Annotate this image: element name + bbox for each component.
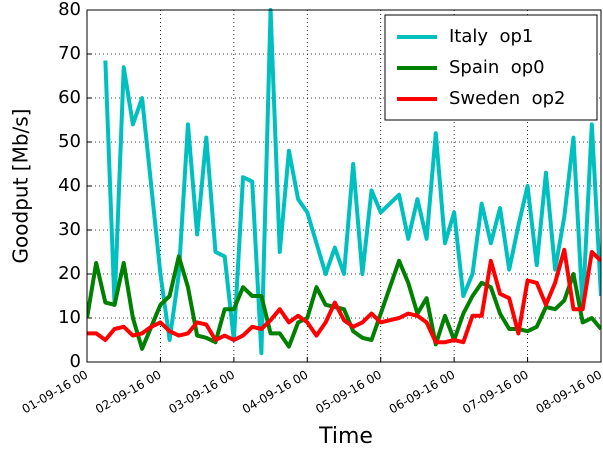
x-tick-label: 05-09-16 00 [313,368,384,417]
y-tick-label: 50 [58,131,81,152]
plot-frame [86,9,602,363]
y-tick-label: 20 [58,263,81,284]
x-tick-label: 08-09-16 00 [534,368,603,417]
x-tick-label: 07-09-16 00 [460,368,531,417]
y-tick-label: 10 [58,307,81,328]
x-tick-label: 03-09-16 00 [166,368,237,417]
y-axis-label: Goodput [Mb/s] [9,109,33,264]
y-tick-label: 60 [58,87,81,108]
x-tick-label: 01-09-16 00 [20,368,91,417]
y-tick-label: 70 [58,43,81,64]
y-tick-label: 0 [70,351,81,372]
legend-label: Italy op1 [449,26,533,47]
series-line [103,8,601,356]
x-tick-label: 02-09-16 00 [93,368,164,417]
x-axis-label: Time [318,424,373,449]
x-tick-label: 04-09-16 00 [240,368,311,417]
series-line [87,247,601,345]
y-tick-label: 40 [58,175,81,196]
legend-label: Spain op0 [449,57,545,78]
y-tick-label: 80 [58,0,81,20]
x-tick-label: 06-09-16 00 [387,368,458,417]
legend-label: Sweden op2 [449,88,565,109]
y-tick-label: 30 [58,219,81,240]
